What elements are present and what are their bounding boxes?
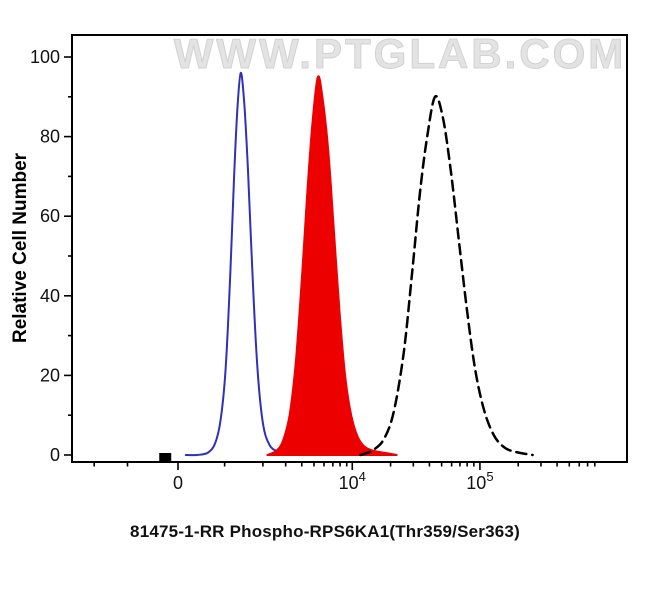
offscale-zero-spike (159, 453, 172, 462)
series-black-dashed-peak (359, 94, 534, 457)
axis-ticks (64, 56, 596, 470)
y-tick-label: 0 (50, 445, 60, 465)
y-tick-label: 60 (40, 206, 60, 226)
figure-caption: 81475-1-RR Phospho-RPS6KA1(Thr359/Ser363… (130, 522, 520, 541)
series-red-filled-peak (266, 75, 398, 456)
y-tick-label: 100 (30, 47, 60, 67)
x-tick-label: 104 (339, 469, 366, 493)
y-tick-label: 80 (40, 127, 60, 147)
flow-histogram-svg: WWW.PTGLAB.COM 0 20 40 60 80 100 0 104 105 Relativ… (10, 30, 628, 493)
y-tick-label: 40 (40, 286, 60, 306)
x-tick-label: 0 (173, 473, 183, 493)
x-tick-label: 105 (466, 469, 493, 493)
plot-frame (71, 34, 628, 463)
watermark-text: WWW.PTGLAB.COM (174, 30, 627, 77)
axis-tick-labels: 0 20 40 60 80 100 0 104 105 (30, 47, 494, 493)
y-tick-label: 20 (40, 365, 60, 385)
series-blue-solid-peak (184, 71, 291, 457)
y-axis-label: Relative Cell Number (10, 152, 31, 343)
